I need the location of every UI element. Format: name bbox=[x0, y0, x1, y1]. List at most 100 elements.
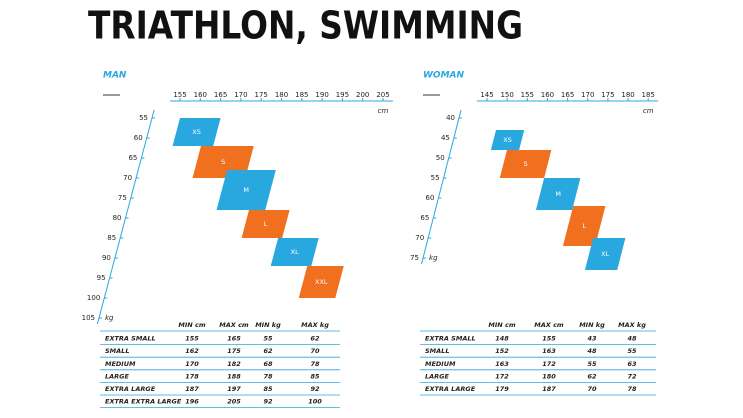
kg-tick-label: 70 bbox=[415, 234, 424, 242]
table-row-name: SMALL bbox=[105, 347, 129, 355]
table-header: MAX kg bbox=[618, 321, 646, 329]
cm-tick-label: 190 bbox=[315, 91, 328, 99]
table-cell: 62 bbox=[310, 335, 320, 343]
size-area bbox=[270, 238, 319, 266]
kg-tick-label: 65 bbox=[420, 214, 429, 222]
table-row-name: EXTRA SMALL bbox=[105, 335, 156, 343]
table-cell: 85 bbox=[263, 385, 273, 393]
cm-tick-label: 195 bbox=[336, 91, 349, 99]
table-row-name: EXTRA LARGE bbox=[105, 385, 156, 393]
table-cell: 72 bbox=[627, 372, 637, 380]
kg-tick-label: 45 bbox=[441, 134, 450, 142]
kg-tick-label: 85 bbox=[107, 234, 116, 242]
cm-unit: cm bbox=[378, 107, 389, 115]
table-cell: 170 bbox=[185, 360, 199, 368]
table-cell: 180 bbox=[542, 372, 556, 380]
cm-tick-label: 180 bbox=[275, 91, 288, 99]
cm-tick-label: 165 bbox=[214, 91, 227, 99]
size-area bbox=[584, 238, 626, 270]
table-header: MIN cm bbox=[178, 321, 205, 329]
table-cell: 92 bbox=[263, 398, 273, 406]
table-cell: 187 bbox=[542, 385, 556, 393]
table-cell: 187 bbox=[185, 385, 199, 393]
table-cell: 182 bbox=[227, 360, 241, 368]
cm-tick-label: 205 bbox=[376, 91, 389, 99]
size-area bbox=[490, 130, 525, 150]
cm-unit: cm bbox=[643, 107, 654, 115]
table-cell: 163 bbox=[542, 347, 556, 355]
cm-tick-label: 165 bbox=[561, 91, 574, 99]
table-header: MIN kg bbox=[255, 321, 281, 329]
table-cell: 68 bbox=[263, 360, 273, 368]
table-cell: 48 bbox=[627, 335, 637, 343]
size-code: XS bbox=[503, 136, 512, 144]
table-cell: 162 bbox=[185, 347, 199, 355]
cm-tick-label: 175 bbox=[601, 91, 614, 99]
kg-tick-label: 55 bbox=[139, 114, 148, 122]
cm-tick-label: 170 bbox=[234, 91, 247, 99]
size-code: M bbox=[243, 186, 249, 194]
size-code: L bbox=[582, 222, 586, 230]
cm-tick-label: 160 bbox=[194, 91, 207, 99]
table-cell: 63 bbox=[627, 360, 637, 368]
kg-tick-label: 90 bbox=[102, 254, 111, 262]
kg-tick-label: 100 bbox=[87, 294, 100, 302]
table-cell: 172 bbox=[495, 372, 509, 380]
table-row-name: LARGE bbox=[425, 372, 450, 380]
table-cell: 152 bbox=[495, 347, 509, 355]
size-area bbox=[241, 210, 290, 238]
table-cell: 55 bbox=[263, 335, 273, 343]
cm-tick-label: 175 bbox=[255, 91, 268, 99]
size-code: S bbox=[523, 160, 527, 168]
table-cell: 62 bbox=[263, 347, 273, 355]
table-cell: 43 bbox=[587, 335, 597, 343]
table-row-name: EXTRA SMALL bbox=[425, 335, 476, 343]
kg-tick-label: 105 bbox=[82, 314, 95, 322]
table-cell: 62 bbox=[587, 372, 597, 380]
size-code: L bbox=[264, 220, 268, 228]
table-header: MAX kg bbox=[301, 321, 329, 329]
cm-tick-label: 155 bbox=[521, 91, 534, 99]
table-cell: 78 bbox=[627, 385, 637, 393]
table-cell: 70 bbox=[310, 347, 320, 355]
table-header: MAX cm bbox=[534, 321, 564, 329]
size-area bbox=[298, 266, 344, 298]
panel-label: MAN bbox=[103, 71, 127, 81]
size-code: S bbox=[221, 158, 225, 166]
table-cell: 179 bbox=[495, 385, 509, 393]
table-cell: 165 bbox=[227, 335, 241, 343]
kg-tick-label: 80 bbox=[113, 214, 122, 222]
kg-tick-label: 60 bbox=[426, 194, 435, 202]
table-row-name: EXTRA LARGE bbox=[425, 385, 476, 393]
cm-tick-label: 185 bbox=[642, 91, 655, 99]
table-cell: 48 bbox=[587, 347, 597, 355]
size-area bbox=[172, 118, 221, 146]
table-header: MAX cm bbox=[219, 321, 249, 329]
kg-tick-label: 50 bbox=[436, 154, 445, 162]
cm-tick-label: 200 bbox=[356, 91, 369, 99]
kg-tick-label: 40 bbox=[446, 114, 455, 122]
kg-unit: kg bbox=[429, 254, 438, 262]
size-code: XL bbox=[291, 248, 299, 256]
kg-tick-label: 55 bbox=[431, 174, 440, 182]
table-cell: 100 bbox=[308, 398, 322, 406]
kg-tick-label: 70 bbox=[123, 174, 132, 182]
table-cell: 78 bbox=[263, 372, 273, 380]
size-area bbox=[535, 178, 581, 210]
table-cell: 155 bbox=[542, 335, 556, 343]
table-cell: 197 bbox=[227, 385, 241, 393]
kg-tick-label: 65 bbox=[128, 154, 137, 162]
cm-tick-label: 185 bbox=[295, 91, 308, 99]
table-cell: 148 bbox=[495, 335, 509, 343]
kg-tick-label: 60 bbox=[134, 134, 143, 142]
table-cell: 178 bbox=[185, 372, 199, 380]
kg-unit: kg bbox=[105, 314, 114, 322]
kg-tick-label: 75 bbox=[410, 254, 419, 262]
size-area bbox=[562, 206, 606, 246]
table-row-name: MEDIUM bbox=[105, 360, 136, 368]
table-cell: 55 bbox=[627, 347, 637, 355]
table-cell: 155 bbox=[185, 335, 199, 343]
cm-tick-label: 170 bbox=[581, 91, 594, 99]
table-cell: 92 bbox=[310, 385, 320, 393]
